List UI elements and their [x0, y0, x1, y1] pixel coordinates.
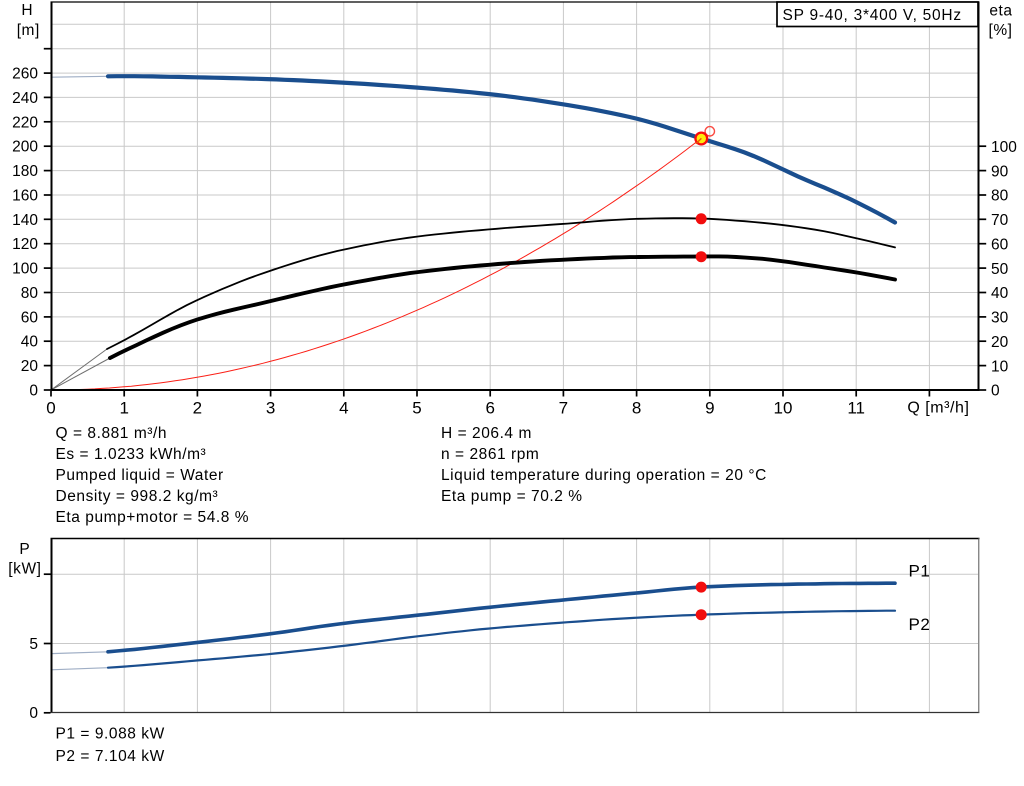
svg-text:9: 9	[705, 398, 714, 417]
svg-text:40: 40	[991, 285, 1009, 302]
svg-text:P1 = 9.088 kW: P1 = 9.088 kW	[56, 725, 165, 742]
svg-text:11: 11	[847, 398, 865, 417]
svg-text:Eta pump = 70.2 %: Eta pump = 70.2 %	[441, 488, 583, 505]
svg-text:3: 3	[266, 398, 275, 417]
svg-text:140: 140	[12, 212, 38, 229]
svg-text:240: 240	[12, 90, 38, 107]
svg-text:30: 30	[991, 310, 1009, 327]
svg-text:60: 60	[991, 236, 1009, 253]
svg-text:5: 5	[412, 398, 421, 417]
svg-text:Liquid temperature during oper: Liquid temperature during operation = 20…	[441, 467, 767, 484]
svg-text:260: 260	[12, 66, 38, 83]
svg-text:100: 100	[991, 139, 1017, 156]
svg-text:n = 2861 rpm: n = 2861 rpm	[441, 446, 539, 463]
svg-text:8: 8	[632, 398, 641, 417]
svg-text:Es = 1.0233 kWh/m³: Es = 1.0233 kWh/m³	[56, 446, 207, 463]
svg-text:1: 1	[119, 398, 128, 417]
svg-text:2: 2	[193, 398, 202, 417]
svg-text:120: 120	[12, 236, 38, 253]
svg-text:80: 80	[21, 285, 39, 302]
svg-text:60: 60	[21, 309, 39, 326]
svg-text:4: 4	[339, 398, 348, 417]
svg-text:20: 20	[21, 358, 39, 375]
svg-text:0: 0	[29, 383, 38, 400]
svg-text:7: 7	[559, 398, 568, 417]
svg-text:H: H	[21, 2, 33, 19]
svg-text:P1: P1	[909, 562, 931, 581]
svg-text:P: P	[19, 541, 30, 558]
svg-text:[m]: [m]	[17, 22, 40, 39]
svg-text:10: 10	[991, 358, 1009, 375]
svg-text:0: 0	[991, 383, 1000, 400]
svg-text:eta: eta	[989, 3, 1012, 20]
svg-text:H = 206.4 m: H = 206.4 m	[441, 425, 532, 442]
svg-text:P2 = 7.104 kW: P2 = 7.104 kW	[56, 748, 165, 765]
svg-text:Eta pump+motor = 54.8 %: Eta pump+motor = 54.8 %	[56, 509, 250, 526]
svg-text:5: 5	[29, 636, 38, 653]
svg-text:SP 9-40, 3*400 V, 50Hz: SP 9-40, 3*400 V, 50Hz	[783, 7, 962, 24]
svg-text:6: 6	[485, 398, 494, 417]
svg-text:Density = 998.2 kg/m³: Density = 998.2 kg/m³	[56, 488, 219, 505]
svg-text:Q [m³/h]: Q [m³/h]	[907, 400, 969, 417]
svg-text:90: 90	[991, 163, 1009, 180]
svg-text:200: 200	[12, 139, 38, 156]
svg-text:[%]: [%]	[988, 22, 1012, 39]
svg-text:70: 70	[991, 212, 1009, 229]
svg-text:Pumped liquid = Water: Pumped liquid = Water	[56, 467, 224, 484]
svg-text:80: 80	[991, 188, 1009, 205]
svg-text:220: 220	[12, 114, 38, 131]
svg-text:40: 40	[21, 334, 39, 351]
svg-text:Q = 8.881 m³/h: Q = 8.881 m³/h	[56, 425, 168, 442]
svg-text:160: 160	[12, 188, 38, 205]
svg-text:P2: P2	[909, 615, 931, 634]
svg-text:50: 50	[991, 261, 1009, 278]
svg-text:10: 10	[774, 398, 793, 417]
svg-text:0: 0	[29, 705, 38, 722]
svg-text:20: 20	[991, 334, 1009, 351]
svg-text:0: 0	[46, 398, 55, 417]
svg-text:100: 100	[12, 261, 38, 278]
svg-text:180: 180	[12, 163, 38, 180]
svg-text:[kW]: [kW]	[8, 560, 41, 577]
